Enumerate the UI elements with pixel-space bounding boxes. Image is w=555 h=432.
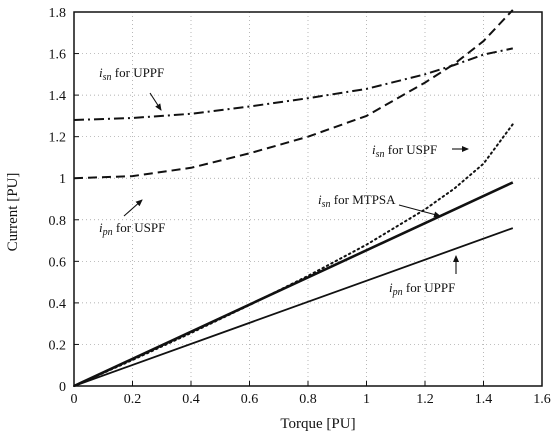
x-tick-label: 0.8 xyxy=(299,392,317,407)
x-axis-label: Torque [PU] xyxy=(280,416,355,432)
series-layer xyxy=(73,9,514,388)
annotations: isn for UPPF ipn for USPF isn for USPF isn … xyxy=(99,65,469,298)
tick-labels: 0 0.2 0.4 0.6 0.8 1 1.2 1.4 1.6 0 0.2 0.4 0.6 0.8 1 1.2… xyxy=(49,6,551,407)
x-tick-label: 1.2 xyxy=(416,392,434,407)
series-line-4 xyxy=(73,227,514,387)
y-axis-label: Current [PU] xyxy=(5,173,21,252)
series-line-1 xyxy=(73,9,514,180)
y-tick-label: 1.6 xyxy=(49,48,67,63)
y-tick-label: 0.2 xyxy=(49,338,67,353)
y-tick-label: 0.4 xyxy=(49,297,67,312)
x-tick-label: 1 xyxy=(363,392,370,407)
annotation-label: ipn for USPF xyxy=(99,220,165,238)
y-tick-label: 0 xyxy=(59,380,66,395)
annotation-arrow xyxy=(149,92,162,111)
x-tick-label: 1.6 xyxy=(533,392,551,407)
y-tick-label: 1 xyxy=(59,172,66,187)
annotation-arrow xyxy=(123,199,143,217)
y-tick-label: 0.8 xyxy=(49,214,67,229)
annotation-label: isn for UPPF xyxy=(99,65,164,83)
series-line-0 xyxy=(73,47,514,121)
annotation-label: isn for MTPSA xyxy=(318,192,396,210)
x-tick-label: 0.6 xyxy=(241,392,259,407)
x-tick-label: 0.2 xyxy=(124,392,142,407)
annotation-label: isn for USPF xyxy=(372,142,437,160)
y-tick-label: 1.4 xyxy=(49,89,67,104)
x-tick-label: 1.4 xyxy=(475,392,493,407)
x-tick-label: 0.4 xyxy=(182,392,200,407)
annotation-label: ipn for UPPF xyxy=(389,280,455,298)
y-tick-label: 0.6 xyxy=(49,255,67,270)
y-tick-label: 1.8 xyxy=(49,6,67,21)
x-tick-label: 0 xyxy=(71,392,78,407)
y-tick-label: 1.2 xyxy=(49,131,67,146)
annotation-arrow xyxy=(398,204,441,218)
series-line-2 xyxy=(73,123,514,387)
